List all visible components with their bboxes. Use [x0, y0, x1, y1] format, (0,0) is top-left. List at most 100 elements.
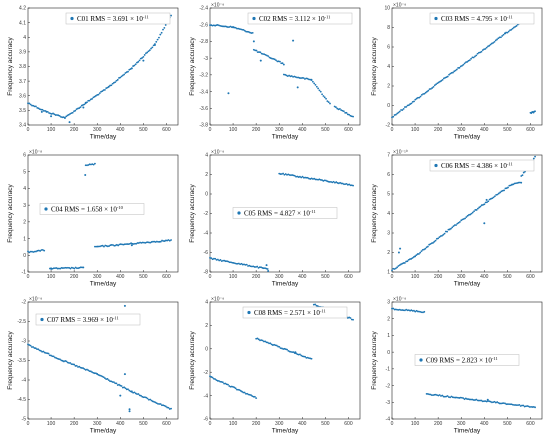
y-axis-multiplier: ×10⁻⁸ [29, 150, 42, 156]
data-point [142, 396, 145, 399]
data-point [299, 353, 301, 356]
legend-marker [247, 310, 251, 315]
data-point [73, 363, 76, 366]
data-point [285, 74, 288, 77]
data-point [463, 398, 466, 401]
data-point [335, 106, 337, 109]
data-point [305, 176, 308, 179]
plot-frame [209, 7, 361, 126]
data-point [125, 388, 128, 391]
y-tick-label: 3 [387, 300, 390, 306]
data-point [296, 86, 299, 89]
data-point [513, 404, 516, 406]
data-point [145, 52, 147, 55]
x-tick-label: 500 [321, 274, 330, 280]
legend-label: C07 RMS = 3.969 × 10-11 [47, 315, 119, 324]
data-point [323, 96, 326, 99]
data-point [438, 394, 441, 396]
data-point [27, 102, 29, 105]
x-tick-label: 300 [275, 274, 284, 280]
data-point [296, 76, 298, 79]
data-point [94, 162, 96, 165]
data-point [33, 105, 36, 108]
data-point [54, 267, 56, 270]
y-axis-multiplier: ×10⁻⁹ [29, 297, 42, 303]
data-point [223, 382, 226, 385]
x-tick-label: 400 [116, 274, 125, 280]
x-tick-label: 500 [321, 127, 330, 133]
x-tick-label: 300 [457, 127, 466, 133]
data-point [293, 174, 296, 177]
data-point [152, 240, 154, 243]
data-point [35, 105, 37, 108]
data-point [75, 364, 78, 367]
y-tick-label: 4.1 [19, 20, 26, 26]
data-point [515, 25, 518, 27]
legend-marker [434, 16, 438, 21]
data-point [127, 388, 129, 391]
data-point [157, 240, 160, 243]
data-point [517, 181, 520, 184]
data-point [328, 181, 331, 183]
y-axis-label: Frequency accuracy [7, 330, 14, 389]
data-point [102, 376, 105, 379]
y-tick-label: 4.2 [19, 6, 26, 12]
data-point [73, 267, 76, 270]
x-tick-label: 200 [434, 127, 443, 133]
data-point [110, 244, 113, 246]
data-point [227, 383, 229, 386]
data-point [433, 84, 436, 87]
data-point [434, 239, 437, 242]
y-tick-label: 4 [387, 211, 390, 217]
data-point [413, 100, 415, 103]
data-point [318, 89, 321, 92]
data-point [82, 266, 85, 269]
data-point [462, 397, 465, 399]
data-point [308, 78, 310, 81]
y-tick-label: 2 [387, 316, 390, 322]
y-tick-label: 2 [205, 172, 208, 178]
legend-label: C04 RMS = 1.658 × 10-10 [51, 205, 124, 214]
data-point [411, 257, 414, 259]
legend-label: C06 RMS = 4.386 × 10-11 [441, 161, 513, 170]
data-point [133, 391, 136, 394]
data-point [446, 230, 449, 233]
data-point [301, 175, 304, 178]
data-point [479, 399, 482, 402]
data-point [227, 92, 230, 95]
y-tick-label: 5 [23, 169, 26, 175]
data-point [123, 373, 126, 376]
x-tick-label: 0 [209, 274, 212, 280]
data-point [150, 47, 152, 50]
data-point [464, 217, 466, 220]
data-point [244, 392, 247, 395]
x-tick-label: 200 [252, 127, 261, 133]
y-tick-label: 3.7 [19, 79, 26, 85]
data-point [500, 36, 502, 39]
data-point [170, 14, 172, 17]
data-point [279, 173, 282, 175]
data-point [265, 264, 268, 267]
data-point [397, 265, 400, 267]
data-point [76, 267, 78, 270]
data-point [145, 396, 148, 399]
y-tick-label: -6 [204, 417, 209, 423]
data-point [256, 51, 259, 54]
data-point [61, 267, 64, 269]
data-point [441, 234, 443, 237]
x-axis-label: Time/day [272, 134, 299, 141]
data-point [402, 262, 405, 264]
data-point [468, 398, 471, 401]
data-point [236, 27, 238, 30]
legend-label: C05 RMS = 4.827 × 10-11 [244, 209, 316, 218]
x-tick-label: 100 [411, 274, 420, 280]
data-point [414, 255, 416, 258]
y-tick-label: 1 [387, 333, 390, 339]
data-point [443, 232, 446, 235]
data-point [522, 171, 525, 174]
y-tick-label: -4.5 [17, 397, 26, 403]
data-point [505, 187, 508, 190]
data-point [136, 393, 138, 396]
panel-c03: 0 100 200 300 400 500 600-20246810×10⁻⁹Time/da… [371, 3, 543, 141]
data-point [221, 381, 224, 384]
